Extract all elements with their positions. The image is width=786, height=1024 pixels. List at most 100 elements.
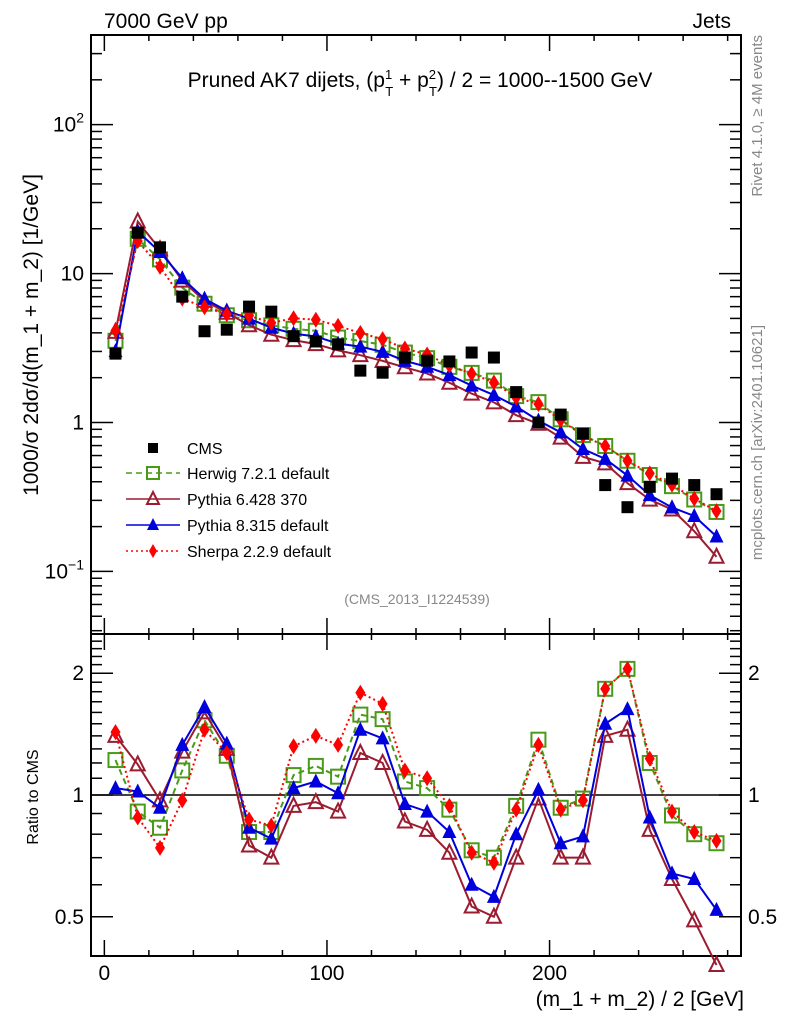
series-1-point	[463, 383, 481, 401]
cms-data-point	[554, 408, 567, 421]
main-panel: 102 10 1 10−1	[45, 34, 742, 635]
series-2-line	[114, 229, 718, 538]
series-3-ratio-point	[666, 803, 677, 820]
cms-data-point	[154, 241, 167, 254]
series-3-ratio-point	[555, 801, 566, 818]
series-3-ratio-point	[333, 736, 344, 753]
cms-data-point	[332, 338, 345, 351]
ratio-tick-label-left: 0.5	[55, 906, 84, 929]
series-1-ratio-point	[129, 754, 147, 772]
series-1-ratio-point	[240, 835, 258, 853]
series-3-ratio-point	[110, 724, 121, 741]
x-axis-label: (m_1 + m_2) / 2 [GeV]	[536, 988, 744, 1011]
cms-data-point	[109, 347, 122, 360]
series-1-ratio-point	[463, 896, 481, 914]
series-1-point	[507, 404, 525, 423]
cms-data-point	[532, 416, 545, 429]
legend-item-cms: CMS	[148, 441, 223, 458]
series-2-ratio-point	[486, 888, 501, 903]
series-2-point	[175, 270, 190, 285]
title-prefix: Pruned AK7 dijets, (p	[188, 69, 385, 92]
cms-data-point	[665, 472, 678, 485]
series-1-ratio-point	[351, 742, 369, 761]
series-2-ratio-point	[375, 730, 390, 745]
legend-item-2: Pythia 8.315 default	[126, 518, 329, 535]
analysis-label: (CMS_2013_I1224539)	[344, 591, 490, 607]
series-2-ratio-point	[353, 721, 368, 736]
series-2-ratio-point	[153, 799, 168, 814]
series-1-ratio-point	[284, 795, 303, 813]
series-2-ratio-point	[575, 828, 590, 843]
series-3-point	[533, 396, 544, 413]
cms-data-point	[287, 330, 300, 343]
series-3-ratio-point	[711, 832, 722, 849]
series-1-ratio-point	[262, 847, 280, 865]
series-2-ratio-point	[553, 835, 568, 850]
series-1-ratio-point	[396, 811, 414, 829]
cms-data-point	[176, 290, 189, 303]
series-3-ratio-point	[533, 736, 544, 753]
series-0-ratio-point	[374, 711, 391, 728]
title-mid: + p	[393, 69, 429, 92]
title-sup1: 1	[385, 67, 392, 82]
series-3-ratio-point	[244, 811, 255, 828]
series-3-point	[266, 314, 277, 331]
series-0-ratio-point	[107, 752, 124, 769]
series-1-ratio-point	[440, 842, 459, 860]
series-2-ratio-point	[286, 780, 301, 795]
legend-label-cms: CMS	[187, 441, 223, 458]
series-2-point	[442, 367, 457, 382]
ratio-tick-label-left: 2	[72, 662, 84, 685]
series-2-ratio-point	[264, 830, 279, 845]
cms-data-point	[599, 479, 612, 492]
series-2-point	[197, 290, 212, 305]
series-1-point	[351, 344, 369, 363]
legend-item-0: Herwig 7.2.1 default	[126, 466, 330, 483]
ratio-y-axis-label: Ratio to CMS	[25, 749, 42, 844]
series-1-line	[114, 219, 718, 558]
series-0-ratio-point	[307, 757, 324, 774]
x-tick-label: 100	[309, 962, 344, 985]
series-1-ratio-point	[418, 819, 436, 837]
series-3-ratio-point	[466, 844, 477, 861]
cms-data-point	[220, 323, 233, 336]
ratio-tick-label-right: 1	[748, 784, 760, 807]
cms-data-point	[576, 427, 589, 440]
series-2-point	[642, 487, 657, 502]
series-2-point	[620, 467, 635, 482]
series-3-ratio-point	[644, 750, 655, 767]
series-2-ratio-point	[709, 901, 724, 916]
series-3-point	[644, 465, 655, 482]
series-1-ratio-point	[373, 752, 392, 770]
series-2-ratio-point	[620, 701, 635, 716]
series-2-ratio-point	[642, 809, 657, 824]
series-2-point	[687, 507, 702, 522]
legend-label: Herwig 7.2.1 default	[187, 466, 330, 483]
series-2-ratio-point	[308, 773, 323, 788]
series-3-ratio-point	[399, 762, 410, 779]
series-3-ratio-point	[266, 817, 277, 834]
series-3-ratio-point	[199, 721, 210, 738]
series-1-ratio-point	[707, 954, 726, 973]
series-1-point	[685, 520, 703, 539]
y-tick-label: 102	[53, 110, 84, 137]
series-3-point	[110, 322, 121, 339]
cms-data-point	[465, 346, 478, 359]
series-3-point	[689, 490, 700, 507]
series-3-point	[221, 306, 232, 323]
x-tick-label: 0	[99, 962, 111, 985]
series-3-ratio-point	[422, 770, 433, 787]
series-2-ratio-point	[331, 785, 346, 800]
legend: CMS Herwig 7.2.1 default Pythia 6.428 370…	[126, 441, 332, 561]
series-2-ratio-point	[130, 783, 145, 798]
legend-label: Sherpa 2.2.9 default	[187, 544, 332, 561]
series-1-point	[707, 546, 726, 564]
series-0-ratio-point	[352, 706, 369, 723]
cms-data-point	[710, 488, 723, 501]
series-3-ratio-point	[689, 824, 700, 841]
series-2-point	[709, 528, 724, 543]
series-2-point	[598, 450, 613, 465]
series-3-ratio-point	[577, 792, 588, 809]
series-3-ratio-point	[444, 797, 455, 814]
cms-data-point	[421, 354, 434, 367]
